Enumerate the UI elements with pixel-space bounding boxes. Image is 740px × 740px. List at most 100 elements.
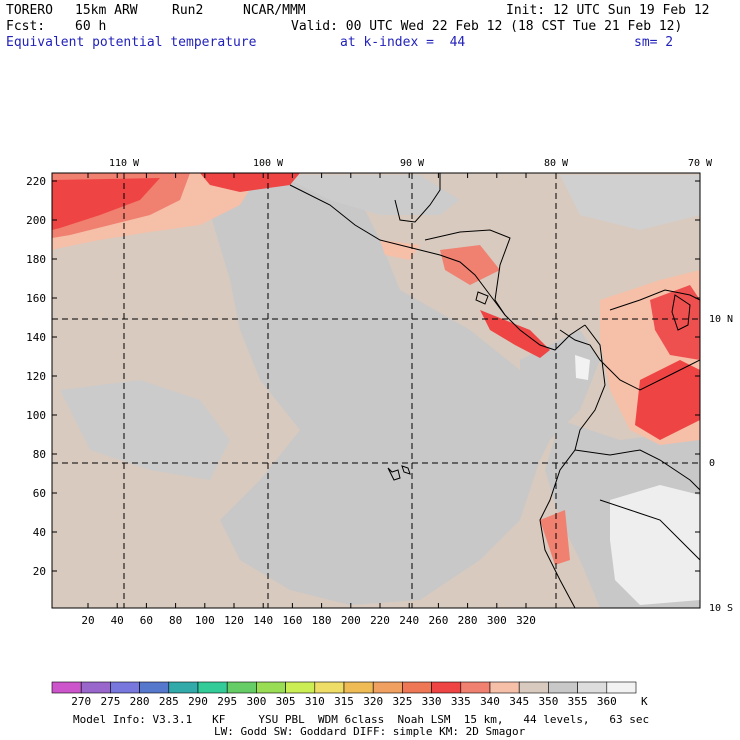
latitude-label: 10 N <box>709 314 733 325</box>
model-info-line1: Model Info: V3.3.1 KF YSU PBL WDM 6class… <box>73 713 650 726</box>
y-tick-label: 60 <box>33 487 46 500</box>
x-tick-label: 240 <box>399 614 419 627</box>
field-335k-peru <box>540 510 570 565</box>
longitude-label: 110 W <box>109 158 140 169</box>
x-tick-label: 120 <box>224 614 244 627</box>
x-tick-label: 300 <box>487 614 507 627</box>
x-tick-label: 220 <box>370 614 390 627</box>
field-330k-costarica <box>480 310 550 358</box>
x-tick-label: 20 <box>81 614 94 627</box>
colorbar-swatch <box>314 681 345 694</box>
y-tick-label: 180 <box>26 253 46 266</box>
forecast-hours: 60 h <box>75 19 107 34</box>
coastline-caribbean-honduras <box>424 229 511 316</box>
colorbar-label: 360 <box>597 695 617 708</box>
k-index-label: at k-index = 44 <box>340 35 466 50</box>
field-350k-west <box>60 380 230 480</box>
colorbar-label: 325 <box>392 695 412 708</box>
y-tick-label: 40 <box>33 526 46 539</box>
field-350k-north <box>280 175 460 215</box>
field-355k-andes <box>610 485 700 605</box>
organization-label: NCAR/MMM <box>243 3 306 18</box>
x-tick-label: 100 <box>195 614 215 627</box>
colorbar-label: 290 <box>188 695 208 708</box>
colorbar-swatch <box>402 681 432 694</box>
colorbar-swatch <box>343 681 374 694</box>
colorbar-label: 270 <box>71 695 91 708</box>
y-tick-label: 20 <box>33 565 46 578</box>
x-tick-label: 280 <box>458 614 478 627</box>
field-330k-nw <box>52 178 160 230</box>
colorbar-swatch <box>431 681 462 694</box>
longitude-label: 70 W <box>688 158 713 169</box>
y-tick-label: 160 <box>26 292 46 305</box>
field-335k-honduras <box>440 245 500 285</box>
colorbar-swatch <box>80 681 111 694</box>
border-colombia-venezuela <box>559 329 700 391</box>
colorbar-swatch <box>256 681 286 694</box>
init-time: Init: 12 UTC Sun 19 Feb 12 <box>506 3 710 18</box>
latitude-label: 0 <box>709 458 715 469</box>
lake-nicaragua <box>475 291 489 305</box>
run-label: Run2 <box>172 3 204 18</box>
latitude-label: 10 S <box>709 603 733 614</box>
x-tick-label: 200 <box>341 614 361 627</box>
colorbar-label: 280 <box>130 695 150 708</box>
y-axis: 220 200 180 160 140 120 100 80 60 40 20 <box>26 175 700 578</box>
latitude-labels: 10 N 0 10 S <box>709 314 733 614</box>
colorbar-label: 295 <box>217 695 237 708</box>
field-title: Equivalent potential temperature <box>6 35 257 50</box>
x-tick-label: 160 <box>282 614 302 627</box>
coastline-yucatan <box>394 173 441 223</box>
model-resolution: 15km ARW <box>75 3 138 18</box>
x-tick-label: 260 <box>428 614 448 627</box>
coastline-south-america-west <box>539 324 606 608</box>
colorbar-label: 345 <box>509 695 529 708</box>
colorbar-unit: K <box>641 695 648 708</box>
coastlines <box>289 173 700 608</box>
lake-maracaibo <box>671 294 691 331</box>
field-340k-guatemala <box>380 240 420 260</box>
map-frame <box>51 172 701 609</box>
y-tick-label: 200 <box>26 214 46 227</box>
graticule <box>52 173 700 608</box>
longitude-label: 90 W <box>400 158 425 169</box>
colorbar-swatch <box>548 681 578 694</box>
colorbar-label: 275 <box>100 695 120 708</box>
x-tick-label: 60 <box>140 614 153 627</box>
colorbar-label: 355 <box>568 695 588 708</box>
colorbar-swatch <box>226 681 257 694</box>
colorbar-swatch <box>606 681 637 694</box>
border-ecuador-peru <box>574 449 700 491</box>
longitude-label: 80 W <box>544 158 569 169</box>
valid-time: Valid: 00 UTC Wed 22 Feb 12 (18 CST Tue … <box>291 19 683 34</box>
colorbar-swatch <box>197 681 228 694</box>
border-peru-brazil <box>599 499 700 561</box>
colorbar-swatch <box>460 681 491 694</box>
colorbar-label: 350 <box>538 695 558 708</box>
coastline-caribbean-sa <box>609 289 700 311</box>
colorbar-label: 315 <box>334 695 354 708</box>
galapagos-islands <box>387 465 411 481</box>
colorbar-swatch <box>285 681 316 694</box>
x-tick-label: 140 <box>253 614 273 627</box>
field-330k-north <box>200 173 300 192</box>
colorbar-swatch <box>518 681 549 694</box>
x-tick-label: 180 <box>312 614 332 627</box>
x-axis: 20 40 60 80 100 120 140 160 180 200 220 240 260 280 30… <box>81 173 536 627</box>
model-info-line2: LW: Godd SW: Goddard DIFF: simple KM: 2D… <box>214 725 526 738</box>
colorbar-swatch <box>489 681 520 694</box>
longitude-labels: 110 W 100 W 90 W 80 W 70 W <box>109 158 713 169</box>
x-tick-label: 80 <box>169 614 182 627</box>
colorbar-swatch <box>372 681 403 694</box>
longitude-label: 100 W <box>253 158 284 169</box>
colorbar-swatch <box>577 681 608 694</box>
colorbar-label: 335 <box>451 695 471 708</box>
y-tick-label: 140 <box>26 331 46 344</box>
colorbar-swatch <box>168 681 199 694</box>
field-350k-area <box>200 175 560 605</box>
colorbar-label: 300 <box>246 695 266 708</box>
colorbar-swatch <box>110 681 140 694</box>
colorbar-swatch <box>51 681 82 694</box>
x-tick-label: 40 <box>111 614 124 627</box>
